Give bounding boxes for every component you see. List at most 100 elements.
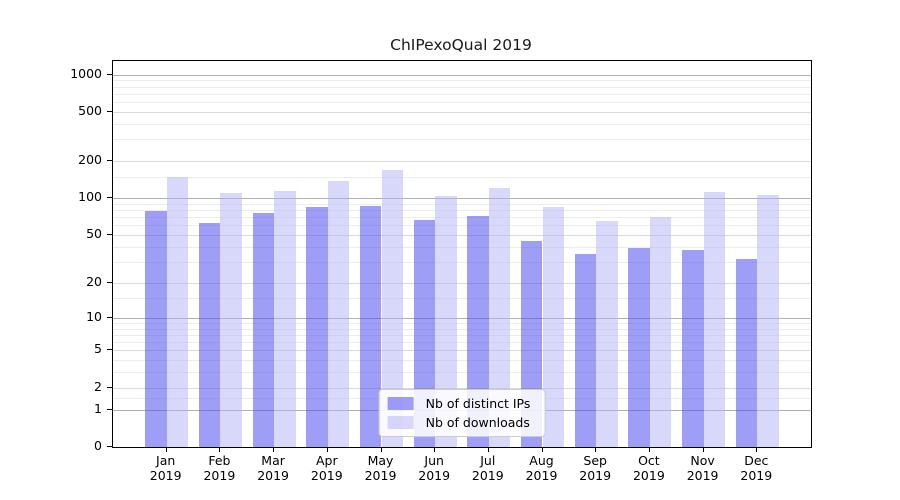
x-tick (165, 447, 167, 452)
bar-downloads (649, 217, 672, 447)
x-tick (756, 447, 758, 452)
y-tick (107, 446, 112, 447)
x-tick (434, 447, 436, 452)
bar-downloads (757, 194, 779, 447)
x-tick-label: Apr 2019 (310, 453, 343, 483)
x-tick-label: Oct 2019 (632, 453, 665, 483)
y-tick (107, 349, 112, 351)
gridline-minor (113, 360, 811, 362)
y-tick (107, 281, 112, 283)
gridline-minor (113, 225, 811, 227)
legend-swatch-distinct-ips (387, 397, 414, 410)
gridline-major (113, 317, 811, 319)
chart-title: ChIPexoQual 2019 (390, 36, 532, 54)
bar-downloads (166, 176, 189, 447)
bar-downloads (327, 180, 350, 447)
legend-item-downloads: Nb of downloads (387, 415, 531, 430)
y-tick (107, 408, 112, 410)
bar-downloads (703, 192, 726, 447)
x-tick-label: Jun 2019 (418, 453, 451, 483)
gridline-minor (113, 322, 811, 324)
bar-distinct-ips (306, 206, 328, 447)
gridline-minor (113, 217, 811, 219)
bar-downloads (274, 190, 296, 447)
gridline-labeled (113, 111, 811, 113)
gridline-minor (113, 342, 811, 344)
bar-distinct-ips (628, 248, 650, 447)
gridline-minor (113, 102, 811, 103)
x-tick-label: Mar 2019 (257, 453, 289, 483)
gridline-minor (113, 123, 811, 125)
y-tick-label: 0 (94, 438, 102, 453)
gridline-major (113, 74, 811, 76)
bar-downloads (220, 193, 242, 447)
bar-downloads (435, 195, 457, 447)
gridline-minor (113, 261, 811, 263)
x-tick-label: Feb 2019 (203, 453, 236, 483)
bar-downloads (542, 206, 565, 447)
gridline-minor (113, 210, 811, 212)
bar-downloads (488, 188, 511, 447)
legend-item-distinct-ips: Nb of distinct IPs (387, 396, 530, 411)
gridline-minor (113, 297, 811, 299)
x-tick (326, 447, 328, 452)
x-tick-label: Dec 2019 (740, 453, 773, 483)
y-tick (107, 110, 112, 112)
x-tick (487, 447, 489, 452)
gridline-minor (113, 80, 811, 82)
y-tick-label: 10 (86, 308, 102, 324)
x-tick-label: Nov 2019 (686, 453, 719, 483)
y-tick (107, 197, 112, 199)
y-tick (107, 73, 112, 75)
y-tick (107, 234, 112, 235)
gridline-minor (113, 246, 811, 248)
bar-distinct-ips (252, 212, 275, 447)
plot-area: Nb of distinct IPs Nb of downloads (112, 60, 812, 448)
gridline-labeled (113, 282, 811, 284)
gridline-minor (113, 334, 811, 336)
y-tick-label: 500 (78, 102, 102, 118)
bar-distinct-ips (735, 258, 758, 447)
x-tick-label: Sep 2019 (579, 453, 612, 483)
gridline-labeled (113, 161, 811, 163)
x-tick (219, 447, 221, 452)
y-tick-label: 5 (94, 341, 102, 357)
y-tick-label: 200 (78, 152, 102, 168)
x-tick (380, 447, 382, 452)
legend-swatch-downloads (387, 416, 414, 429)
gridline-labeled (113, 350, 811, 352)
x-tick-label: May 2019 (364, 453, 397, 483)
x-tick-label: Jul 2019 (471, 453, 504, 483)
legend: Nb of distinct IPs Nb of downloads (378, 389, 546, 437)
gridline-minor (113, 328, 811, 330)
legend-label-downloads: Nb of downloads (425, 415, 530, 430)
x-tick (595, 447, 597, 452)
bar-distinct-ips (682, 249, 704, 447)
y-tick (107, 160, 112, 162)
x-tick-label: Aug 2019 (525, 453, 558, 483)
x-tick (648, 447, 650, 452)
gridline-minor (113, 93, 811, 95)
y-tick-label: 20 (86, 273, 102, 289)
bar-distinct-ips (145, 211, 167, 447)
bar-distinct-ips (359, 206, 382, 447)
gridline-minor (113, 86, 811, 88)
y-tick (107, 316, 112, 318)
y-tick (107, 386, 112, 388)
x-tick (702, 447, 704, 452)
y-tick-label: 100 (78, 189, 102, 205)
gridline-minor (113, 203, 811, 205)
gridline-labeled (113, 387, 811, 389)
x-tick-label: Jan 2019 (149, 453, 182, 483)
y-tick-label: 2 (94, 378, 102, 394)
y-tick-label: 1000 (70, 65, 102, 81)
gridline-minor (113, 139, 811, 141)
bar-distinct-ips (198, 222, 221, 447)
gridline-minor (113, 176, 811, 178)
x-tick (273, 447, 275, 452)
x-tick (541, 447, 543, 452)
y-tick-label: 1 (94, 400, 102, 416)
bar-downloads (596, 221, 618, 447)
gridline-major (113, 198, 811, 200)
y-tick-label: 50 (86, 226, 102, 241)
